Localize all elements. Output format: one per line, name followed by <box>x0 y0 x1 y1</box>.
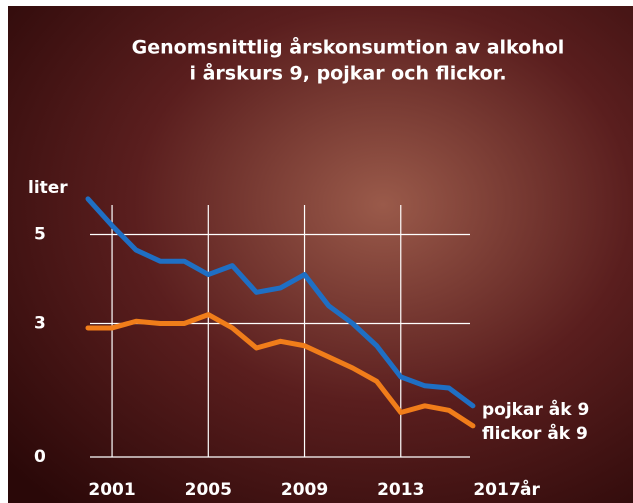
chart-title: Genomsnittlig årskonsumtion av alkohol <box>132 35 565 59</box>
x-tick-label: 2001 <box>88 480 135 500</box>
legend-label: pojkar åk 9 <box>482 398 589 420</box>
x-tick-label: 2013 <box>377 480 424 500</box>
y-axis-label: liter <box>28 178 68 198</box>
x-tick-label: 2017 <box>473 480 520 500</box>
chart: Genomsnittlig årskonsumtion av alkohol i… <box>0 0 633 503</box>
y-tick-label: 0 <box>34 447 46 467</box>
chart-subtitle: i årskurs 9, pojkar och flickor. <box>189 61 506 85</box>
legend-label: flickor åk 9 <box>482 422 588 444</box>
x-axis-label: år <box>520 478 540 500</box>
x-tick-label: 2005 <box>185 480 232 500</box>
y-tick-label: 5 <box>34 225 46 245</box>
x-tick-label: 2009 <box>281 480 328 500</box>
y-tick-label: 3 <box>34 314 46 334</box>
